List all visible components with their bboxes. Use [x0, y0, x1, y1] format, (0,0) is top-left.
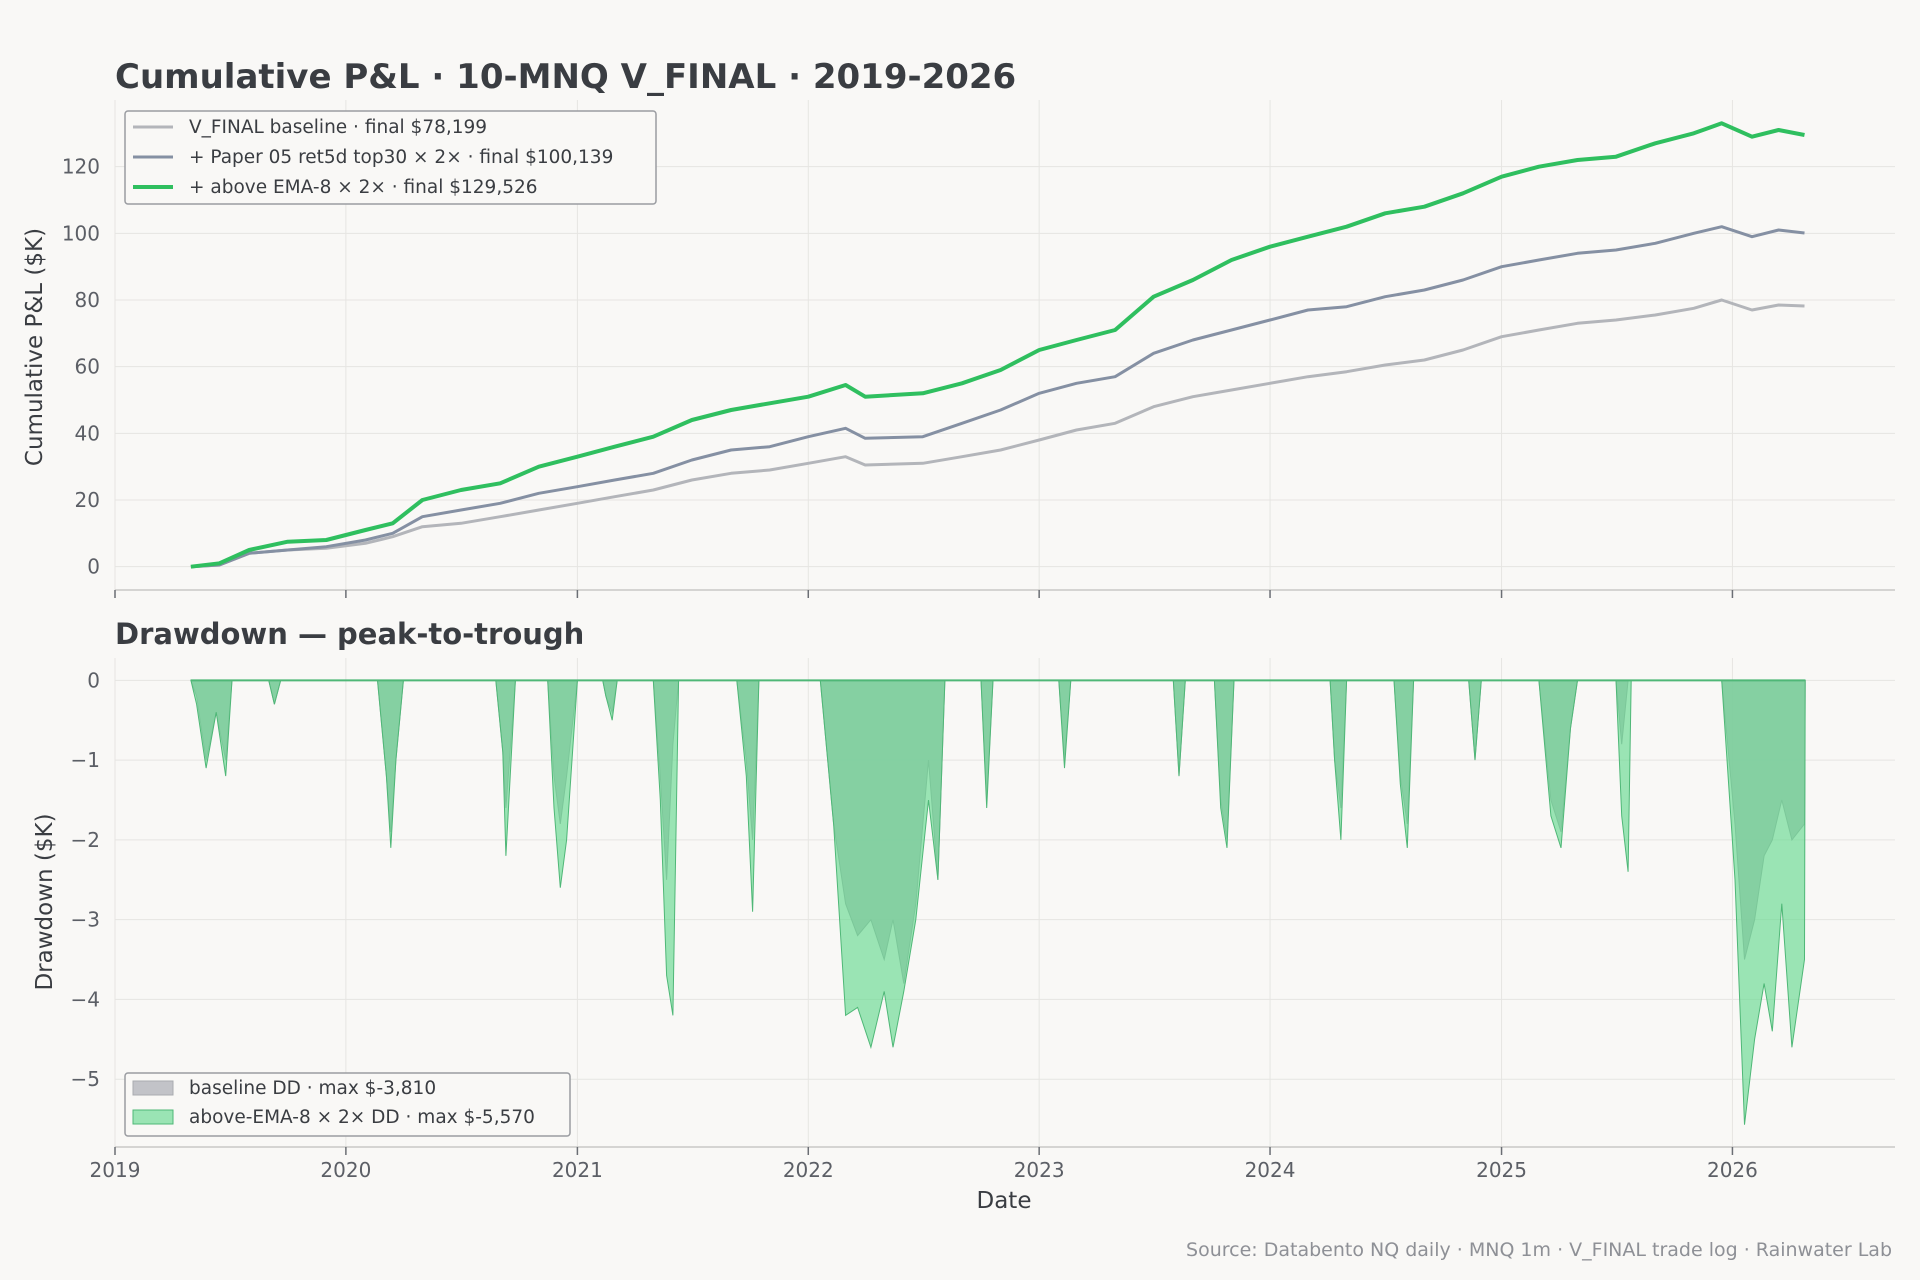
top-y-tick-label: 20: [75, 488, 100, 512]
bottom-x-tick-label: 2019: [90, 1158, 141, 1182]
top-y-tick-label: 0: [87, 555, 100, 579]
series-line-2: [190, 121, 1805, 569]
bottom-x-tick-label: 2023: [1014, 1158, 1065, 1182]
top-y-tick-label: 100: [62, 221, 100, 245]
bottom-x-tick-label: 2022: [783, 1158, 834, 1182]
top-y-tick-label: 40: [75, 421, 100, 445]
top-legend-label-1: + Paper 05 ret5d top30 × 2× · final $100…: [189, 147, 613, 168]
bottom-y-tick-label: −2: [71, 828, 100, 852]
bottom-y-tick-label: −1: [71, 748, 100, 772]
top-y-tick-label: 80: [75, 288, 100, 312]
top-y-ticks: 0 20 40 60 80 100 120: [62, 155, 100, 579]
top-x-ticks: [114, 590, 1734, 598]
bottom-y-axis-label: Drawdown ($K): [32, 813, 58, 990]
bottom-x-tick-label: 2021: [552, 1158, 603, 1182]
series-line-1: [190, 225, 1805, 569]
drawdown-panel: 2019 2020 2021 2022 2023 2024 2025 2026 0 −1 −2 −3…: [32, 617, 1895, 1214]
bottom-x-axis-label: Date: [977, 1188, 1032, 1214]
bottom-legend-label-1: above-EMA-8 × 2× DD · max $-5,570: [189, 1107, 535, 1128]
top-legend-label-0: V_FINAL baseline · final $78,199: [189, 117, 487, 138]
bottom-y-tick-label: 0: [87, 668, 100, 692]
bottom-legend-label-0: baseline DD · max $-3,810: [189, 1078, 436, 1099]
bottom-x-tick-label: 2024: [1245, 1158, 1296, 1182]
bottom-y-tick-label: −3: [71, 908, 100, 932]
drawdown-area-1: [190, 679, 1806, 1125]
bottom-y-tick-label: −4: [71, 987, 100, 1011]
top-legend: V_FINAL baseline · final $78,199 + Paper …: [124, 110, 657, 205]
top-gridlines: [114, 100, 1895, 590]
top-y-axis-label: Cumulative P&L ($K): [22, 228, 48, 466]
bottom-legend: baseline DD · max $-3,810 above-EMA-8 × 2…: [124, 1072, 571, 1137]
bottom-x-tick-label: 2025: [1476, 1158, 1527, 1182]
bottom-series-areas: [190, 679, 1806, 1125]
top-series-lines: [190, 121, 1805, 569]
top-y-tick-label: 120: [62, 155, 100, 179]
top-legend-label-2: + above EMA-8 × 2× · final $129,526: [189, 177, 538, 198]
bottom-y-tick-label: −5: [71, 1067, 100, 1091]
bottom-x-tick-label: 2026: [1707, 1158, 1758, 1182]
bottom-legend-swatch-1: [132, 1109, 174, 1125]
bottom-legend-frame: [124, 1072, 571, 1137]
source-note: Source: Databento NQ daily · MNQ 1m · V_…: [1186, 1239, 1892, 1261]
bottom-chart-title: Drawdown — peak-to-trough: [115, 617, 584, 651]
top-legend-frame: [124, 110, 657, 205]
top-chart-title: Cumulative P&L · 10-MNQ V_FINAL · 2019-2…: [115, 57, 1016, 97]
bottom-x-tick-label: 2020: [320, 1158, 371, 1182]
bottom-legend-swatch-0: [132, 1080, 174, 1096]
series-line-0: [190, 298, 1805, 569]
cumulative-pnl-panel: 0 20 40 60 80 100 120 Cumulative P&L · 10-MNQ …: [22, 57, 1895, 598]
bottom-y-ticks: 0 −1 −2 −3 −4 −5: [71, 668, 100, 1091]
top-y-tick-label: 60: [75, 355, 100, 379]
bottom-x-ticks: 2019 2020 2021 2022 2023 2024 2025 2026: [90, 1147, 1758, 1182]
